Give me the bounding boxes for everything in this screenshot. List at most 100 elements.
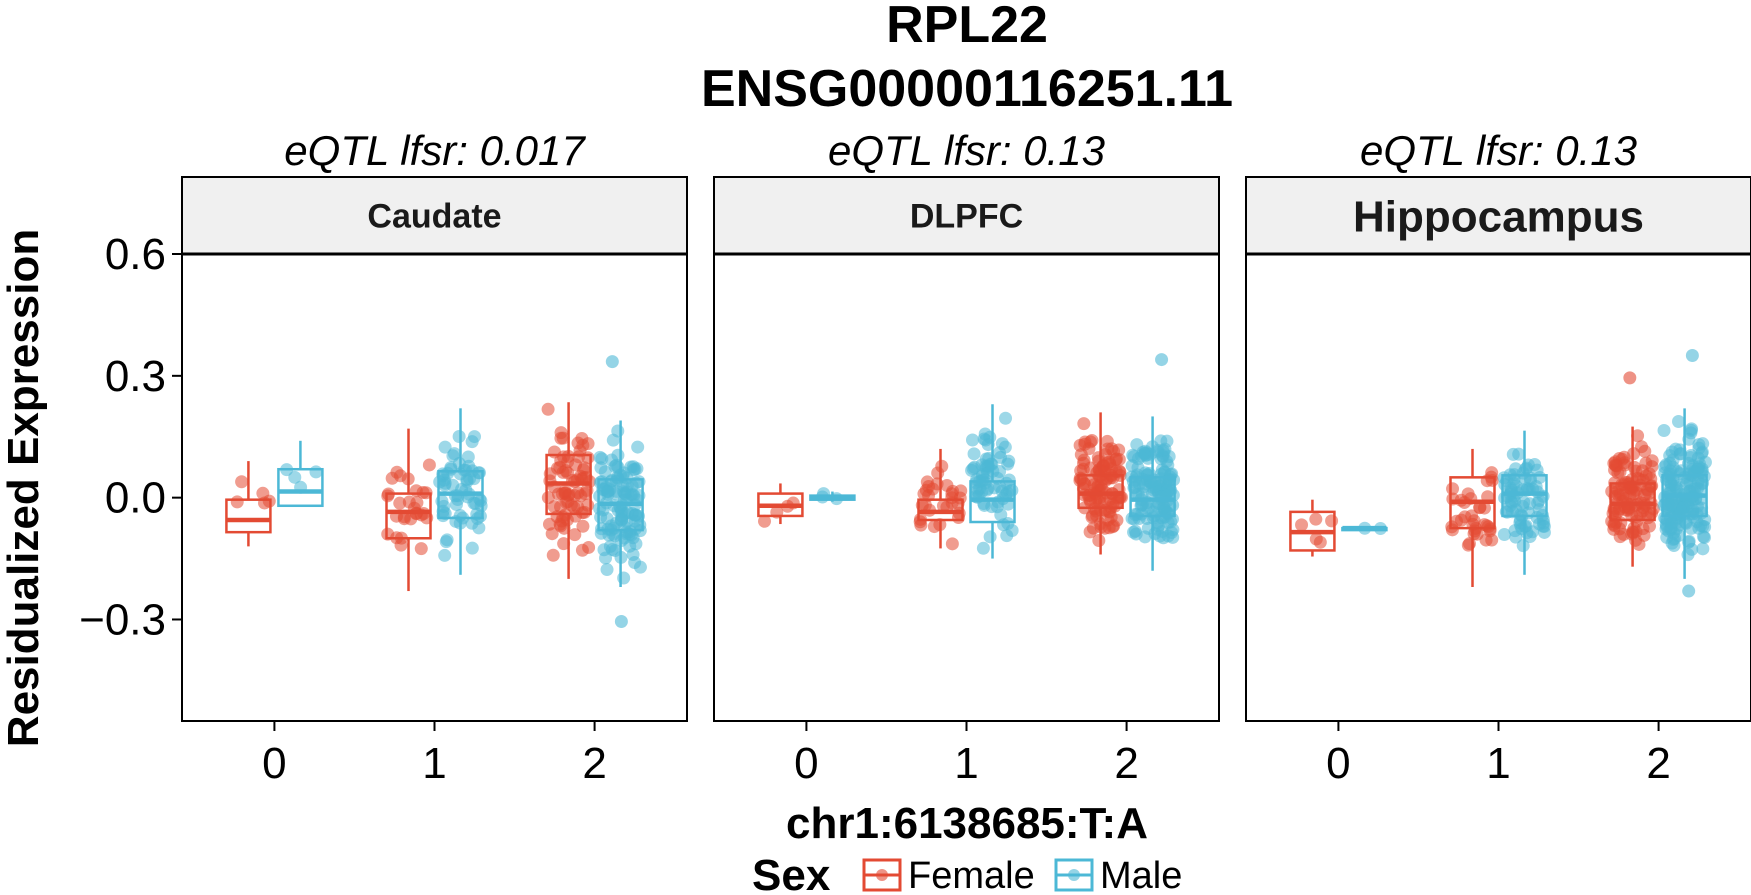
data-point	[1473, 501, 1487, 515]
data-point	[469, 497, 483, 511]
data-point	[465, 435, 479, 449]
data-point	[979, 433, 993, 447]
data-point	[914, 518, 928, 532]
data-point	[1162, 450, 1176, 464]
data-point	[452, 429, 466, 443]
x-tick-label: 0	[794, 739, 818, 788]
y-axis: 0.6 0.3 0.0 −0.3	[79, 230, 182, 644]
box-iqr	[1129, 476, 1176, 518]
box-male-1	[433, 408, 488, 575]
data-point	[1641, 484, 1655, 498]
data-point	[1450, 514, 1464, 528]
box-female-1	[913, 448, 968, 551]
data-point	[629, 537, 643, 551]
data-point	[1462, 537, 1476, 551]
data-point	[438, 440, 452, 454]
data-point	[230, 495, 244, 509]
data-point	[1092, 534, 1106, 548]
data-point	[1485, 473, 1499, 487]
data-point	[1295, 518, 1309, 532]
data-point	[954, 484, 968, 498]
data-point	[931, 466, 945, 480]
data-point	[1097, 459, 1111, 473]
data-point	[561, 466, 575, 480]
data-point	[945, 496, 959, 510]
y-tick-label: 0.0	[105, 474, 166, 523]
data-point	[447, 447, 461, 461]
data-point	[999, 411, 1013, 425]
data-point	[546, 548, 560, 562]
data-point	[561, 449, 575, 463]
data-point	[1325, 514, 1339, 528]
data-point	[1002, 473, 1016, 487]
data-point	[465, 516, 479, 530]
data-point	[1684, 426, 1698, 440]
data-point	[1672, 415, 1686, 429]
box-male-1	[1497, 430, 1551, 575]
data-point	[1094, 478, 1108, 492]
data-point	[1005, 524, 1019, 538]
panel-subtitle: eQTL lfsr: 0.13	[828, 127, 1105, 174]
data-point	[993, 465, 1007, 479]
box-male-0	[809, 487, 856, 506]
data-point	[617, 571, 631, 585]
data-point	[460, 473, 474, 487]
data-point	[414, 542, 428, 556]
chart-title-line2: ENSG00000116251.11	[701, 60, 1233, 118]
data-point	[994, 508, 1008, 522]
legend: Sex Female Male	[752, 851, 1182, 895]
data-point	[993, 480, 1007, 494]
data-point	[631, 440, 645, 454]
box-male-2	[1125, 416, 1181, 571]
data-point	[1639, 456, 1653, 470]
data-point	[1156, 511, 1170, 525]
panel-strip-label: Hippocampus	[1353, 192, 1644, 241]
data-point	[438, 548, 452, 562]
y-tick-label: −0.3	[79, 595, 166, 644]
box-male-2	[1657, 408, 1712, 579]
data-point	[1100, 434, 1114, 448]
data-point	[1083, 525, 1097, 539]
x-tick-label: 0	[262, 739, 286, 788]
data-point	[945, 537, 959, 551]
data-point	[611, 424, 625, 438]
data-point	[1676, 501, 1690, 515]
data-point	[393, 496, 407, 510]
data-point	[1128, 524, 1142, 538]
panel-strip	[181, 176, 688, 255]
facet-panel-dlpfc: eQTL lfsr: 0.13 DLPFC 0 1 2	[713, 127, 1220, 788]
box-male-1	[965, 404, 1019, 559]
data-point	[235, 475, 249, 489]
box-female-2	[1073, 412, 1128, 555]
data-point	[1157, 500, 1171, 514]
x-tick-label: 2	[582, 739, 606, 788]
box-female-1	[381, 428, 436, 592]
legend-label-female: Female	[908, 855, 1035, 895]
data-point	[579, 471, 593, 485]
data-point	[547, 445, 561, 459]
data-point	[556, 431, 570, 445]
data-point	[1618, 458, 1632, 472]
panel-subtitle: eQTL lfsr: 0.017	[284, 127, 586, 174]
data-point	[920, 475, 934, 489]
data-point	[595, 452, 609, 466]
data-point	[571, 500, 585, 514]
data-point	[1516, 499, 1530, 513]
data-point	[1694, 519, 1708, 533]
data-point	[1147, 473, 1161, 487]
data-point	[288, 470, 302, 484]
data-point	[1670, 516, 1684, 530]
x-tick-label: 2	[1646, 739, 1670, 788]
box-female-0	[757, 483, 804, 528]
y-tick-label: 0.3	[105, 352, 166, 401]
data-point	[611, 460, 625, 474]
data-point	[545, 527, 559, 541]
data-point	[1076, 456, 1090, 470]
data-point	[1516, 539, 1530, 553]
data-point	[629, 508, 643, 522]
data-point	[976, 541, 990, 555]
data-point	[1666, 460, 1680, 474]
data-point	[615, 513, 629, 527]
